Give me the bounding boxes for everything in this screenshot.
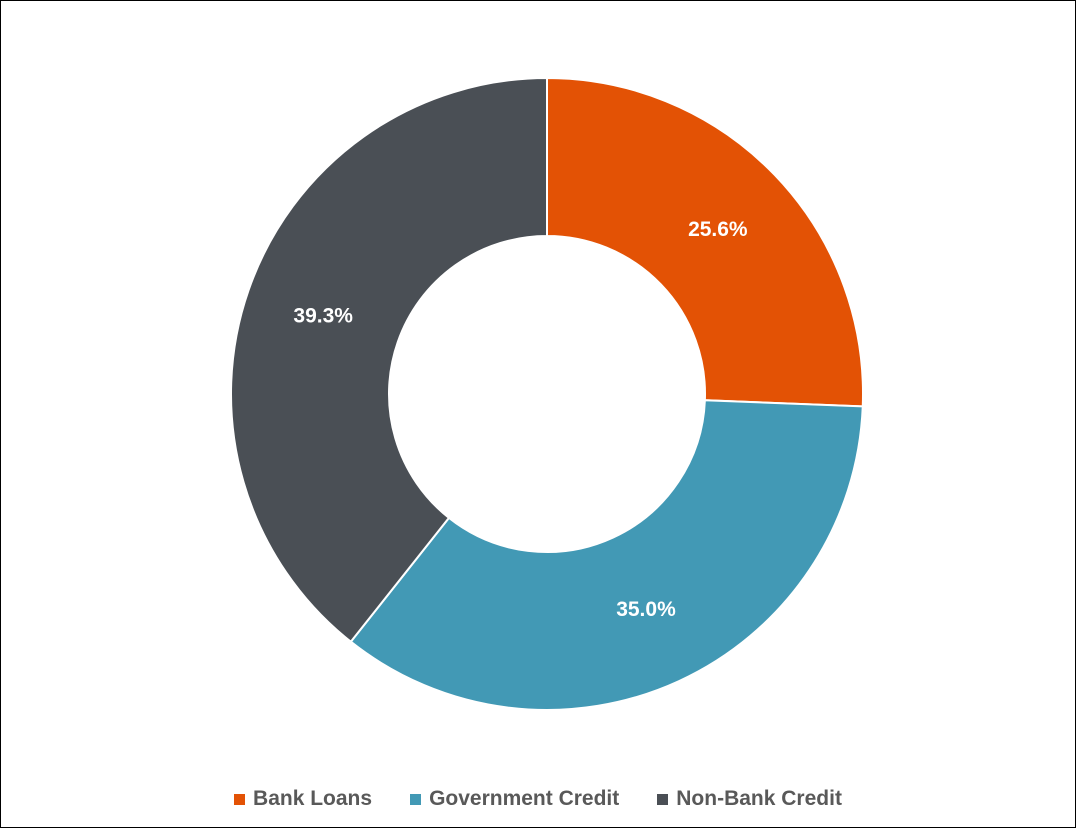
donut-slice-bank-loans bbox=[546, 76, 864, 408]
legend-label-non-bank-credit: Non-Bank Credit bbox=[676, 787, 842, 810]
data-label-government-credit: 35.0% bbox=[616, 598, 676, 621]
data-label-non-bank-credit: 39.3% bbox=[293, 305, 353, 328]
legend-item-bank-loans: Bank Loans bbox=[234, 787, 372, 811]
donut-slices bbox=[230, 76, 864, 711]
legend-swatch-bank-loans bbox=[234, 793, 246, 805]
legend-item-government-credit: Government Credit bbox=[410, 787, 619, 811]
legend-swatch-non-bank-credit bbox=[657, 793, 669, 805]
legend-label-government-credit: Government Credit bbox=[429, 787, 620, 810]
donut-slice-government-credit bbox=[349, 399, 864, 711]
data-label-bank-loans: 25.6% bbox=[688, 218, 748, 241]
donut-slice-non-bank-credit bbox=[230, 76, 548, 644]
chart-legend: Bank Loans Government Credit Non-Bank Cr… bbox=[1, 787, 1075, 811]
donut-slice-labels: 25.6% 35.0% 39.3% bbox=[293, 218, 748, 621]
legend-label-bank-loans: Bank Loans bbox=[253, 787, 373, 810]
legend-swatch-government-credit bbox=[410, 793, 422, 805]
legend-item-non-bank-credit: Non-Bank Credit bbox=[657, 787, 842, 811]
